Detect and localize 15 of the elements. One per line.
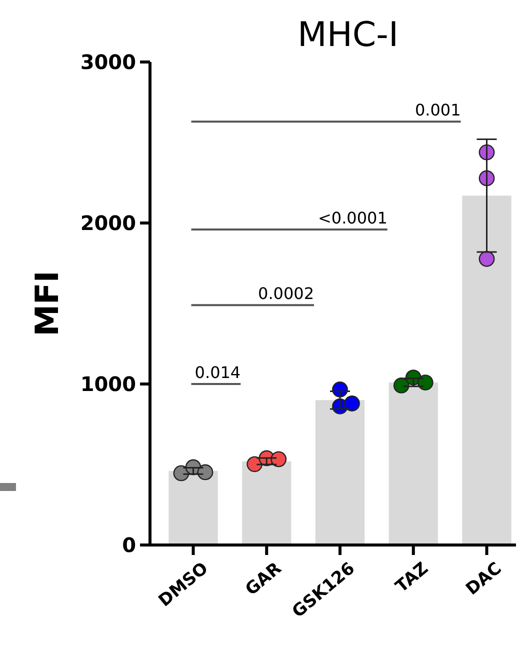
y-axis-title: MFI [28, 270, 66, 336]
annotation: 0.014 [194, 363, 241, 382]
bar [315, 400, 365, 545]
annotation: 0.001 [414, 100, 461, 120]
y-tick-label: 1000 [80, 372, 136, 396]
y-tick-label: 0 [122, 533, 136, 557]
chart-title: MHC-I [298, 15, 398, 55]
annotation: <0.0001 [318, 208, 388, 228]
bar [168, 470, 218, 545]
bar [242, 461, 292, 545]
bar [462, 196, 512, 545]
bar [388, 382, 438, 545]
y-tick-label: 3000 [80, 50, 136, 74]
y-tick-label: 2000 [80, 211, 136, 235]
annotation: 0.0002 [258, 284, 314, 304]
